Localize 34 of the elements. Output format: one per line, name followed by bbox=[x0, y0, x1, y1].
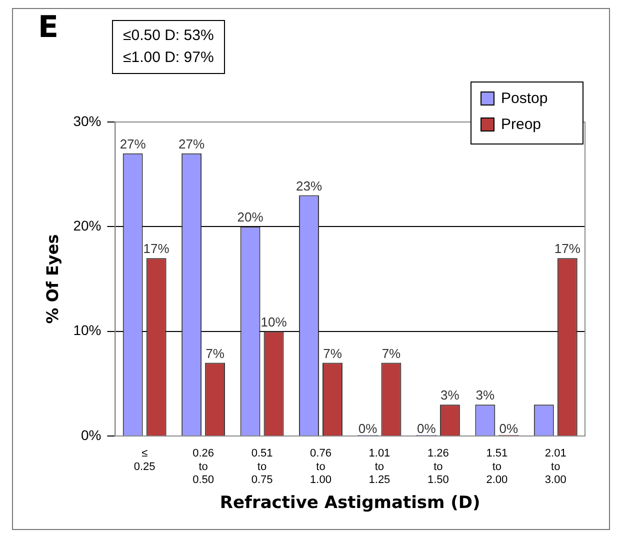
data-label: 0% bbox=[358, 421, 378, 436]
x-tick-label: 0.51 to 0.75 bbox=[251, 448, 273, 486]
x-tick-label: 2.01 to 3.00 bbox=[544, 448, 566, 486]
data-label: 27% bbox=[120, 136, 146, 152]
y-axis-title: % Of Eyes bbox=[42, 234, 62, 324]
x-tick-label: 0.76 to 1.00 bbox=[310, 448, 332, 486]
data-label: 17% bbox=[143, 241, 170, 256]
x-tick-label: 1.26 to 1.50 bbox=[427, 448, 449, 486]
x-axis-title: Refractive Astigmatism (D) bbox=[220, 493, 480, 514]
y-tick-label: 20% bbox=[73, 218, 102, 234]
data-label: 20% bbox=[237, 210, 264, 225]
text: ≤1.00 D: 97% bbox=[123, 48, 214, 68]
data-label: 3% bbox=[476, 388, 496, 403]
data-label: 7% bbox=[206, 346, 225, 361]
data-label: 27% bbox=[178, 136, 206, 152]
x-tick-label: 0.26 to 0.50 bbox=[192, 448, 214, 486]
data-label: 0% bbox=[499, 421, 518, 436]
data-label: 17% bbox=[554, 241, 581, 256]
data-label: 23% bbox=[296, 178, 322, 194]
legend-label: Postop bbox=[501, 90, 548, 108]
y-tick-label: 0% bbox=[80, 426, 102, 443]
x-tick-label: 1.51 to 2.00 bbox=[486, 448, 508, 486]
text: E bbox=[38, 10, 58, 45]
x-tick-label: 1.01 to 1.25 bbox=[368, 448, 390, 486]
x-tick-label: ≤ 0.25 bbox=[134, 448, 156, 473]
y-tick-label: 30% bbox=[73, 112, 102, 129]
text: ≤0.50 D: 53% bbox=[123, 26, 214, 46]
data-label: 3% bbox=[440, 388, 460, 403]
data-label: 7% bbox=[323, 346, 342, 361]
data-label: 0% bbox=[417, 421, 436, 436]
data-label: 7% bbox=[382, 346, 402, 361]
data-label: 10% bbox=[260, 314, 288, 330]
legend-label: Preop bbox=[501, 116, 542, 134]
y-tick-label: 10% bbox=[73, 322, 102, 338]
